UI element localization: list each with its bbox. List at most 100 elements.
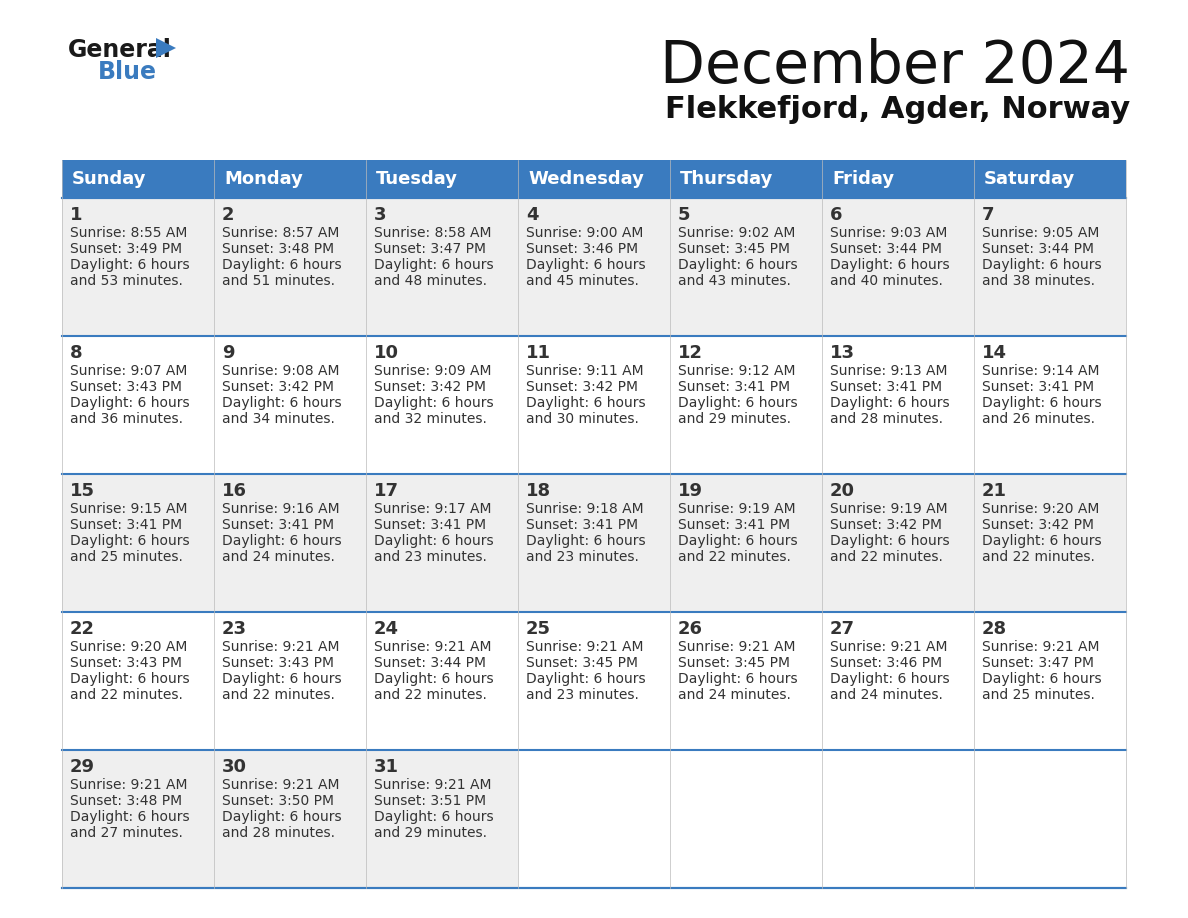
Bar [518,160,670,198]
Bar [62,336,214,474]
Text: Saturday: Saturday [984,170,1075,188]
Text: Sunset: 3:43 PM: Sunset: 3:43 PM [222,656,334,670]
Bar [822,336,974,474]
Text: 9: 9 [222,344,234,362]
Text: 19: 19 [678,482,703,500]
Text: Sunrise: 9:08 AM: Sunrise: 9:08 AM [222,364,340,378]
Text: Daylight: 6 hours: Daylight: 6 hours [678,534,797,548]
Text: Sunset: 3:48 PM: Sunset: 3:48 PM [70,794,182,808]
Text: 15: 15 [70,482,95,500]
Text: Daylight: 6 hours: Daylight: 6 hours [374,672,494,686]
Text: Daylight: 6 hours: Daylight: 6 hours [222,396,342,410]
Text: 1: 1 [70,206,82,224]
Text: Sunrise: 9:21 AM: Sunrise: 9:21 AM [830,640,948,654]
Text: Daylight: 6 hours: Daylight: 6 hours [70,672,190,686]
Text: Daylight: 6 hours: Daylight: 6 hours [374,810,494,824]
Text: Sunrise: 9:14 AM: Sunrise: 9:14 AM [982,364,1100,378]
Text: Daylight: 6 hours: Daylight: 6 hours [830,672,949,686]
Text: Sunset: 3:47 PM: Sunset: 3:47 PM [374,242,486,256]
Text: and 29 minutes.: and 29 minutes. [678,412,791,426]
Text: Sunday: Sunday [72,170,146,188]
Text: and 25 minutes.: and 25 minutes. [982,688,1095,702]
Text: Sunset: 3:44 PM: Sunset: 3:44 PM [982,242,1094,256]
Text: Daylight: 6 hours: Daylight: 6 hours [70,258,190,272]
Text: 14: 14 [982,344,1007,362]
Text: Sunset: 3:41 PM: Sunset: 3:41 PM [222,518,334,532]
Text: 29: 29 [70,758,95,776]
Bar [62,474,214,612]
Text: Sunrise: 9:00 AM: Sunrise: 9:00 AM [526,226,644,240]
Text: and 23 minutes.: and 23 minutes. [374,550,487,564]
Bar [214,336,366,474]
Text: Sunrise: 8:55 AM: Sunrise: 8:55 AM [70,226,188,240]
Bar [62,750,214,888]
Text: and 27 minutes.: and 27 minutes. [70,826,183,840]
Text: and 45 minutes.: and 45 minutes. [526,274,639,288]
Text: 31: 31 [374,758,399,776]
Text: 16: 16 [222,482,247,500]
Text: Daylight: 6 hours: Daylight: 6 hours [678,672,797,686]
Text: and 22 minutes.: and 22 minutes. [374,688,487,702]
Text: Sunrise: 9:20 AM: Sunrise: 9:20 AM [70,640,188,654]
Bar [518,336,670,474]
Text: Sunrise: 9:19 AM: Sunrise: 9:19 AM [830,502,948,516]
Bar [518,612,670,750]
Text: Sunset: 3:42 PM: Sunset: 3:42 PM [222,380,334,394]
Text: and 36 minutes.: and 36 minutes. [70,412,183,426]
Text: Daylight: 6 hours: Daylight: 6 hours [374,534,494,548]
Text: Sunset: 3:41 PM: Sunset: 3:41 PM [982,380,1094,394]
Text: Daylight: 6 hours: Daylight: 6 hours [526,672,645,686]
Bar [974,612,1126,750]
Text: 6: 6 [830,206,842,224]
Text: 17: 17 [374,482,399,500]
Text: and 51 minutes.: and 51 minutes. [222,274,335,288]
Text: Sunset: 3:50 PM: Sunset: 3:50 PM [222,794,334,808]
Text: Flekkefjord, Agder, Norway: Flekkefjord, Agder, Norway [665,95,1130,124]
Bar [62,198,214,336]
Text: Daylight: 6 hours: Daylight: 6 hours [526,534,645,548]
Text: Daylight: 6 hours: Daylight: 6 hours [678,396,797,410]
Bar [670,198,822,336]
Text: and 28 minutes.: and 28 minutes. [830,412,943,426]
Text: 28: 28 [982,620,1007,638]
Bar [366,474,518,612]
Text: Sunrise: 8:57 AM: Sunrise: 8:57 AM [222,226,340,240]
Text: Sunset: 3:41 PM: Sunset: 3:41 PM [374,518,486,532]
Text: and 32 minutes.: and 32 minutes. [374,412,487,426]
Text: and 24 minutes.: and 24 minutes. [222,550,335,564]
Text: Sunset: 3:42 PM: Sunset: 3:42 PM [374,380,486,394]
Text: Daylight: 6 hours: Daylight: 6 hours [374,258,494,272]
Text: Daylight: 6 hours: Daylight: 6 hours [526,396,645,410]
Text: Wednesday: Wednesday [527,170,644,188]
Text: 7: 7 [982,206,994,224]
Text: Sunset: 3:42 PM: Sunset: 3:42 PM [526,380,638,394]
Text: and 24 minutes.: and 24 minutes. [830,688,943,702]
Bar [974,336,1126,474]
Text: 13: 13 [830,344,855,362]
Bar [214,160,366,198]
Bar [366,612,518,750]
Text: 4: 4 [526,206,538,224]
Text: Sunset: 3:45 PM: Sunset: 3:45 PM [678,242,790,256]
Text: 26: 26 [678,620,703,638]
Text: Sunrise: 9:21 AM: Sunrise: 9:21 AM [982,640,1100,654]
Text: Sunrise: 9:21 AM: Sunrise: 9:21 AM [678,640,796,654]
Text: Sunset: 3:51 PM: Sunset: 3:51 PM [374,794,486,808]
Text: Sunset: 3:41 PM: Sunset: 3:41 PM [678,518,790,532]
Bar [670,474,822,612]
Text: and 30 minutes.: and 30 minutes. [526,412,639,426]
Text: Blue: Blue [97,60,157,84]
Text: Sunrise: 9:17 AM: Sunrise: 9:17 AM [374,502,492,516]
Text: Sunrise: 9:12 AM: Sunrise: 9:12 AM [678,364,796,378]
Bar [214,750,366,888]
Text: Monday: Monday [225,170,303,188]
Text: Daylight: 6 hours: Daylight: 6 hours [374,396,494,410]
Bar [822,160,974,198]
Text: Sunset: 3:43 PM: Sunset: 3:43 PM [70,380,182,394]
Text: Daylight: 6 hours: Daylight: 6 hours [222,534,342,548]
Text: Daylight: 6 hours: Daylight: 6 hours [830,258,949,272]
Text: Sunset: 3:47 PM: Sunset: 3:47 PM [982,656,1094,670]
Text: Daylight: 6 hours: Daylight: 6 hours [222,810,342,824]
Text: Sunset: 3:42 PM: Sunset: 3:42 PM [830,518,942,532]
Bar [62,160,214,198]
